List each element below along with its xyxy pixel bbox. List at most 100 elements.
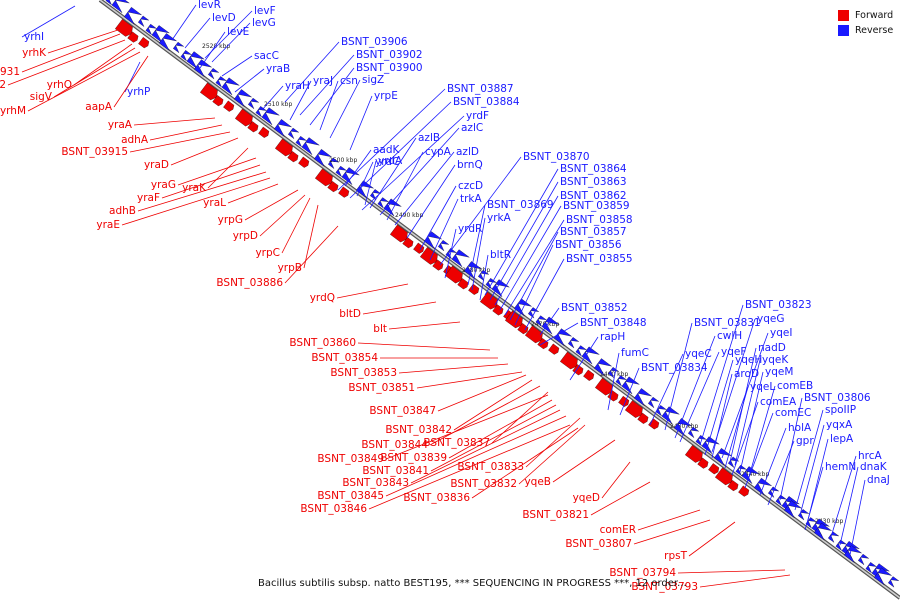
gene-label-gpr[interactable]: gpr — [796, 435, 814, 447]
gene-label-bsnt-03851[interactable]: BSNT_03851 — [348, 382, 415, 394]
gene-label-bsnt-03823[interactable]: BSNT_03823 — [745, 299, 812, 311]
gene-label-bsnt-03843[interactable]: BSNT_03843 — [342, 477, 409, 489]
gene-label-hemn[interactable]: hemN — [825, 461, 856, 473]
gene-label-bsnt-03839[interactable]: BSNT_03839 — [380, 452, 447, 464]
gene-label-bsnt-03902[interactable]: BSNT_03902 — [356, 49, 423, 61]
gene-label-spoiip[interactable]: spoIIP — [825, 404, 856, 416]
gene-label-lepa[interactable]: lepA — [830, 433, 854, 445]
gene-label-yrhk[interactable]: yrhK — [22, 47, 47, 59]
gene-label-bsnt-03837[interactable]: BSNT_03837 — [423, 437, 490, 449]
gene-label-yqeb[interactable]: yqeB — [524, 476, 551, 488]
gene-label-cypa[interactable]: cypA — [425, 146, 452, 158]
gene-label-adhb[interactable]: adhB — [109, 205, 136, 217]
gene-label-bsnt-03833[interactable]: BSNT_03833 — [457, 461, 524, 473]
gene-label-bsnt-03832[interactable]: BSNT_03832 — [450, 478, 517, 490]
gene-label-yrpe[interactable]: yrpE — [374, 90, 398, 102]
gene-label-csn[interactable]: csn — [340, 75, 358, 87]
gene-label-bsnt-03858[interactable]: BSNT_03858 — [566, 214, 633, 226]
gene-label-arod[interactable]: aroD — [734, 368, 759, 380]
gene-label-dnak[interactable]: dnaK — [860, 461, 888, 473]
gene-label-bsnt-03863[interactable]: BSNT_03863 — [560, 176, 627, 188]
gene-label-cwlh[interactable]: cwlH — [717, 330, 742, 342]
gene-label-bsnt-03931[interactable]: BSNT_03931 — [0, 66, 20, 78]
gene-label-yrpd[interactable]: yrpD — [233, 230, 258, 242]
gene-label-bsnt-03869[interactable]: BSNT_03869 — [487, 199, 554, 211]
gene-label-trka[interactable]: trkA — [460, 193, 483, 205]
gene-label-bsnt-03794[interactable]: BSNT_03794 — [609, 567, 676, 579]
gene-label-sacc[interactable]: sacC — [254, 50, 279, 62]
gene-label-dnaj[interactable]: dnaJ — [867, 474, 890, 486]
gene-label-bsnt-03854[interactable]: BSNT_03854 — [311, 352, 378, 364]
gene-label-levd[interactable]: levD — [212, 12, 236, 24]
gene-label-yrka[interactable]: yrkA — [487, 212, 512, 224]
gene-label-bsnt-03857[interactable]: BSNT_03857 — [560, 226, 627, 238]
gene-label-yqei[interactable]: yqeI — [770, 327, 792, 339]
gene-label-bsnt-03821[interactable]: BSNT_03821 — [522, 509, 589, 521]
gene-label-levf[interactable]: levF — [254, 5, 276, 17]
gene-label-bsnt-03900[interactable]: BSNT_03900 — [356, 62, 423, 74]
gene-label-aadk[interactable]: aadK — [373, 144, 401, 156]
gene-label-yrdr[interactable]: yrdR — [458, 223, 482, 235]
gene-label-bsnt-03847[interactable]: BSNT_03847 — [369, 405, 436, 417]
gene-label-bsnt-03853[interactable]: BSNT_03853 — [330, 367, 397, 379]
gene-label-yrho[interactable]: yrhO — [47, 79, 72, 91]
gene-label-yrhm[interactable]: yrhM — [0, 105, 26, 117]
gene-label-bsnt-03793[interactable]: BSNT_03793 — [631, 581, 698, 593]
gene-label-bsnt-03860[interactable]: BSNT_03860 — [289, 337, 356, 349]
gene-label-hrca[interactable]: hrcA — [858, 450, 883, 462]
gene-label-bsnt-03852[interactable]: BSNT_03852 — [561, 302, 628, 314]
gene-label-yrah[interactable]: yraH — [285, 80, 310, 92]
gene-label-bsnt-03932[interactable]: BSNT_03932 — [0, 79, 6, 91]
gene-label-raph[interactable]: rapH — [600, 331, 625, 343]
gene-label-nadd[interactable]: nadD — [758, 342, 786, 354]
gene-label-bsnt-03856[interactable]: BSNT_03856 — [555, 239, 622, 251]
gene-label-comea[interactable]: comEA — [760, 396, 797, 408]
gene-label-blt[interactable]: blt — [373, 323, 387, 335]
gene-label-brnq[interactable]: brnQ — [457, 159, 483, 171]
gene-label-yral[interactable]: yraL — [203, 197, 226, 209]
gene-label-yrak[interactable]: yraK — [182, 182, 207, 194]
gene-label-bsnt-03870[interactable]: BSNT_03870 — [523, 151, 590, 163]
gene-label-hola[interactable]: holA — [788, 422, 812, 434]
gene-label-fumc[interactable]: fumC — [621, 347, 649, 359]
gene-label-levr[interactable]: levR — [198, 0, 221, 11]
gene-label-comer[interactable]: comER — [600, 524, 636, 536]
gene-label-bsnt-03886[interactable]: BSNT_03886 — [216, 277, 283, 289]
gene-label-comeb[interactable]: comEB — [777, 380, 813, 392]
gene-label-bsnt-03846[interactable]: BSNT_03846 — [300, 503, 367, 515]
gene-label-bsnt-03887[interactable]: BSNT_03887 — [447, 83, 514, 95]
gene-label-bsnt-03841[interactable]: BSNT_03841 — [362, 465, 429, 477]
gene-label-bsnt-03842[interactable]: BSNT_03842 — [385, 424, 452, 436]
gene-label-bsnt-03831[interactable]: BSNT_03831 — [694, 317, 761, 329]
gene-label-bsnt-03806[interactable]: BSNT_03806 — [804, 392, 871, 404]
gene-label-bltd[interactable]: bltD — [339, 308, 361, 320]
gene-label-levg[interactable]: levG — [252, 17, 276, 29]
gene-label-yrad[interactable]: yraD — [144, 159, 169, 171]
gene-label-yrpc[interactable]: yrpC — [255, 247, 280, 259]
gene-label-bsnt-03915[interactable]: BSNT_03915 — [61, 146, 128, 158]
gene-label-yrhi[interactable]: yrhI — [24, 31, 44, 43]
gene-label-yrae[interactable]: yraE — [96, 219, 120, 231]
gene-label-bsnt-03859[interactable]: BSNT_03859 — [563, 200, 630, 212]
gene-label-yqec[interactable]: yqeC — [685, 348, 712, 360]
gene-label-bsnt-03844[interactable]: BSNT_03844 — [361, 439, 428, 451]
gene-label-sigz[interactable]: sigZ — [362, 74, 384, 86]
gene-label-czcd[interactable]: czcD — [458, 180, 483, 192]
gene-label-bsnt-03845[interactable]: BSNT_03845 — [317, 490, 384, 502]
gene-label-yqem[interactable]: yqeM — [765, 366, 793, 378]
gene-label-yqek[interactable]: yqeK — [762, 354, 789, 366]
gene-label-yqed[interactable]: yqeD — [573, 492, 600, 504]
gene-label-yrdq[interactable]: yrdQ — [310, 292, 335, 304]
gene-label-bsnt-03848[interactable]: BSNT_03848 — [580, 317, 647, 329]
gene-label-yrpg[interactable]: yrpG — [218, 214, 243, 226]
gene-label-yrab[interactable]: yraB — [266, 63, 290, 75]
gene-label-azld[interactable]: azlD — [456, 146, 479, 158]
gene-label-comec[interactable]: comEC — [775, 407, 811, 419]
gene-label-bsnt-03836[interactable]: BSNT_03836 — [403, 492, 470, 504]
gene-label-bsnt-03834[interactable]: BSNT_03834 — [641, 362, 708, 374]
gene-label-yrhp[interactable]: yrhP — [127, 86, 150, 98]
gene-label-yrdf[interactable]: yrdF — [466, 110, 489, 122]
gene-label-yrda[interactable]: yrdA — [378, 155, 403, 167]
gene-label-yqeg[interactable]: yqeG — [757, 313, 784, 325]
gene-label-azlb[interactable]: azlB — [418, 132, 440, 144]
